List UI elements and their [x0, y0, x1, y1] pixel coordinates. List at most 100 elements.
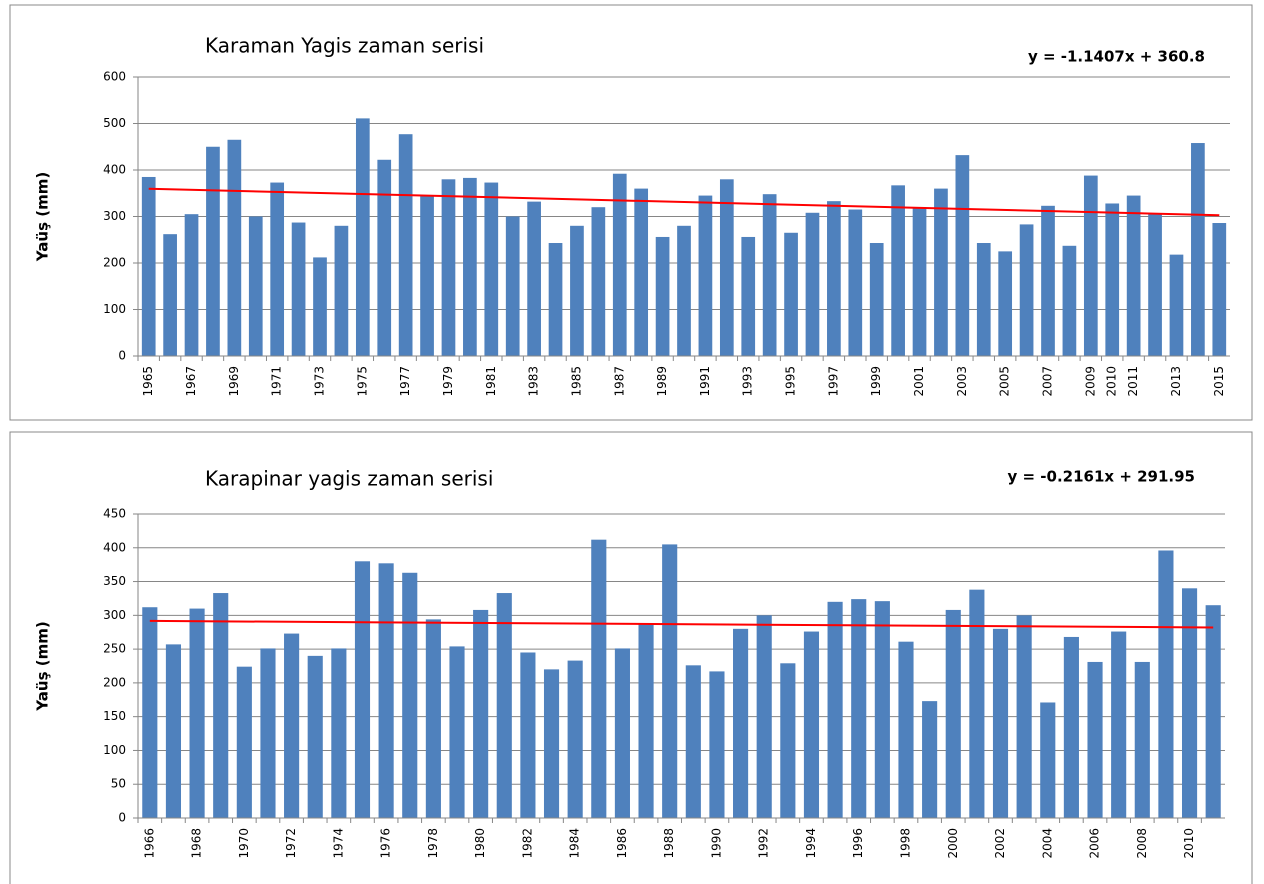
bar	[520, 652, 536, 818]
x-tick-label: 1971	[270, 366, 284, 397]
bar	[270, 182, 285, 356]
x-tick-label: 2015	[1212, 366, 1226, 397]
x-tick-label: 1980	[473, 828, 487, 859]
x-tick-label: 2006	[1088, 828, 1102, 859]
bar	[543, 669, 560, 818]
bar	[236, 666, 252, 818]
y-tick-label: 300	[103, 209, 126, 223]
bar	[827, 601, 843, 818]
bar	[848, 209, 863, 356]
bar	[248, 216, 263, 356]
y-tick-label: 100	[103, 743, 126, 757]
bar	[784, 232, 798, 356]
bar	[463, 177, 477, 356]
bar	[614, 648, 630, 818]
y-tick-label: 500	[103, 116, 126, 130]
bar	[1111, 631, 1127, 818]
x-tick-label: 2013	[1169, 366, 1183, 397]
x-tick-label: 1981	[484, 366, 498, 397]
bar	[1134, 661, 1150, 818]
x-tick-label: 2007	[1041, 366, 1055, 397]
bar	[1016, 615, 1032, 818]
x-tick-label: 1968	[190, 828, 204, 859]
x-tick-label: 1969	[227, 366, 241, 397]
bar	[334, 225, 349, 356]
bar	[733, 628, 749, 818]
x-tick-label: 1993	[741, 366, 755, 397]
bar	[1212, 223, 1227, 356]
bar	[992, 628, 1009, 818]
x-tick-label: 1974	[331, 828, 345, 859]
x-tick-label: 1965	[141, 366, 155, 397]
bar	[527, 201, 541, 356]
bar	[284, 633, 300, 818]
trend-equation: y = -0.2161x + 291.95	[1008, 468, 1195, 486]
bar	[505, 216, 520, 356]
bar	[227, 139, 242, 356]
bar	[638, 624, 654, 818]
x-tick-label: 1977	[398, 366, 412, 397]
y-tick-label: 300	[103, 608, 126, 622]
bar	[922, 701, 938, 818]
y-tick-label: 400	[103, 540, 126, 554]
trendline	[149, 619, 1214, 629]
x-tick-label: 2010	[1105, 366, 1119, 397]
y-tick-label: 0	[118, 811, 126, 825]
bar	[1041, 205, 1055, 356]
bar	[355, 118, 370, 356]
bar	[1040, 702, 1056, 818]
x-tick-label: 2004	[1040, 828, 1054, 859]
bar	[496, 593, 512, 818]
y-tick-label: 150	[103, 709, 126, 723]
bar	[213, 593, 229, 818]
bar	[420, 195, 434, 356]
x-tick-label: 1989	[655, 366, 669, 397]
bar	[851, 599, 867, 818]
x-tick-label: 1972	[284, 828, 298, 859]
bar	[484, 182, 499, 356]
bar	[141, 176, 156, 356]
bar	[189, 608, 205, 818]
bar	[898, 641, 914, 818]
trendline	[148, 187, 1220, 217]
bar	[1083, 175, 1098, 356]
x-tick-label: 1983	[527, 366, 541, 397]
bar	[634, 188, 649, 356]
x-tick-label: 1996	[851, 828, 865, 859]
bar	[803, 631, 820, 818]
x-tick-label: 1991	[698, 366, 712, 397]
bar	[449, 646, 465, 818]
bar	[662, 544, 678, 818]
bar	[377, 159, 392, 356]
bar	[567, 660, 583, 818]
bar	[591, 207, 606, 356]
x-tick-label: 2009	[1083, 366, 1097, 397]
y-axis-label: Yaüş (mm)	[34, 172, 52, 262]
bar	[969, 589, 985, 818]
y-tick-label: 600	[103, 70, 126, 84]
bar	[1158, 550, 1174, 818]
y-tick-label: 350	[103, 574, 126, 588]
x-tick-label: 1973	[313, 366, 327, 397]
y-tick-label: 400	[103, 163, 126, 177]
bar	[441, 179, 456, 356]
bar	[934, 188, 948, 356]
x-tick-label: 1982	[520, 828, 534, 859]
bar	[291, 222, 306, 356]
bar	[912, 207, 927, 356]
x-tick-label: 2002	[993, 828, 1007, 859]
bar	[874, 601, 890, 818]
bar	[891, 185, 905, 356]
bar	[1019, 224, 1034, 356]
y-axis-label: Yaüş (mm)	[34, 621, 52, 711]
bar	[709, 671, 725, 818]
x-tick-label: 1986	[615, 828, 629, 859]
bar	[805, 212, 820, 356]
x-tick-label: 2008	[1135, 828, 1149, 859]
x-tick-label: 1978	[426, 828, 440, 859]
bar	[1148, 214, 1162, 356]
bar	[945, 609, 961, 818]
bar	[719, 179, 734, 356]
bar	[869, 243, 884, 356]
x-tick-label: 1999	[869, 366, 883, 397]
